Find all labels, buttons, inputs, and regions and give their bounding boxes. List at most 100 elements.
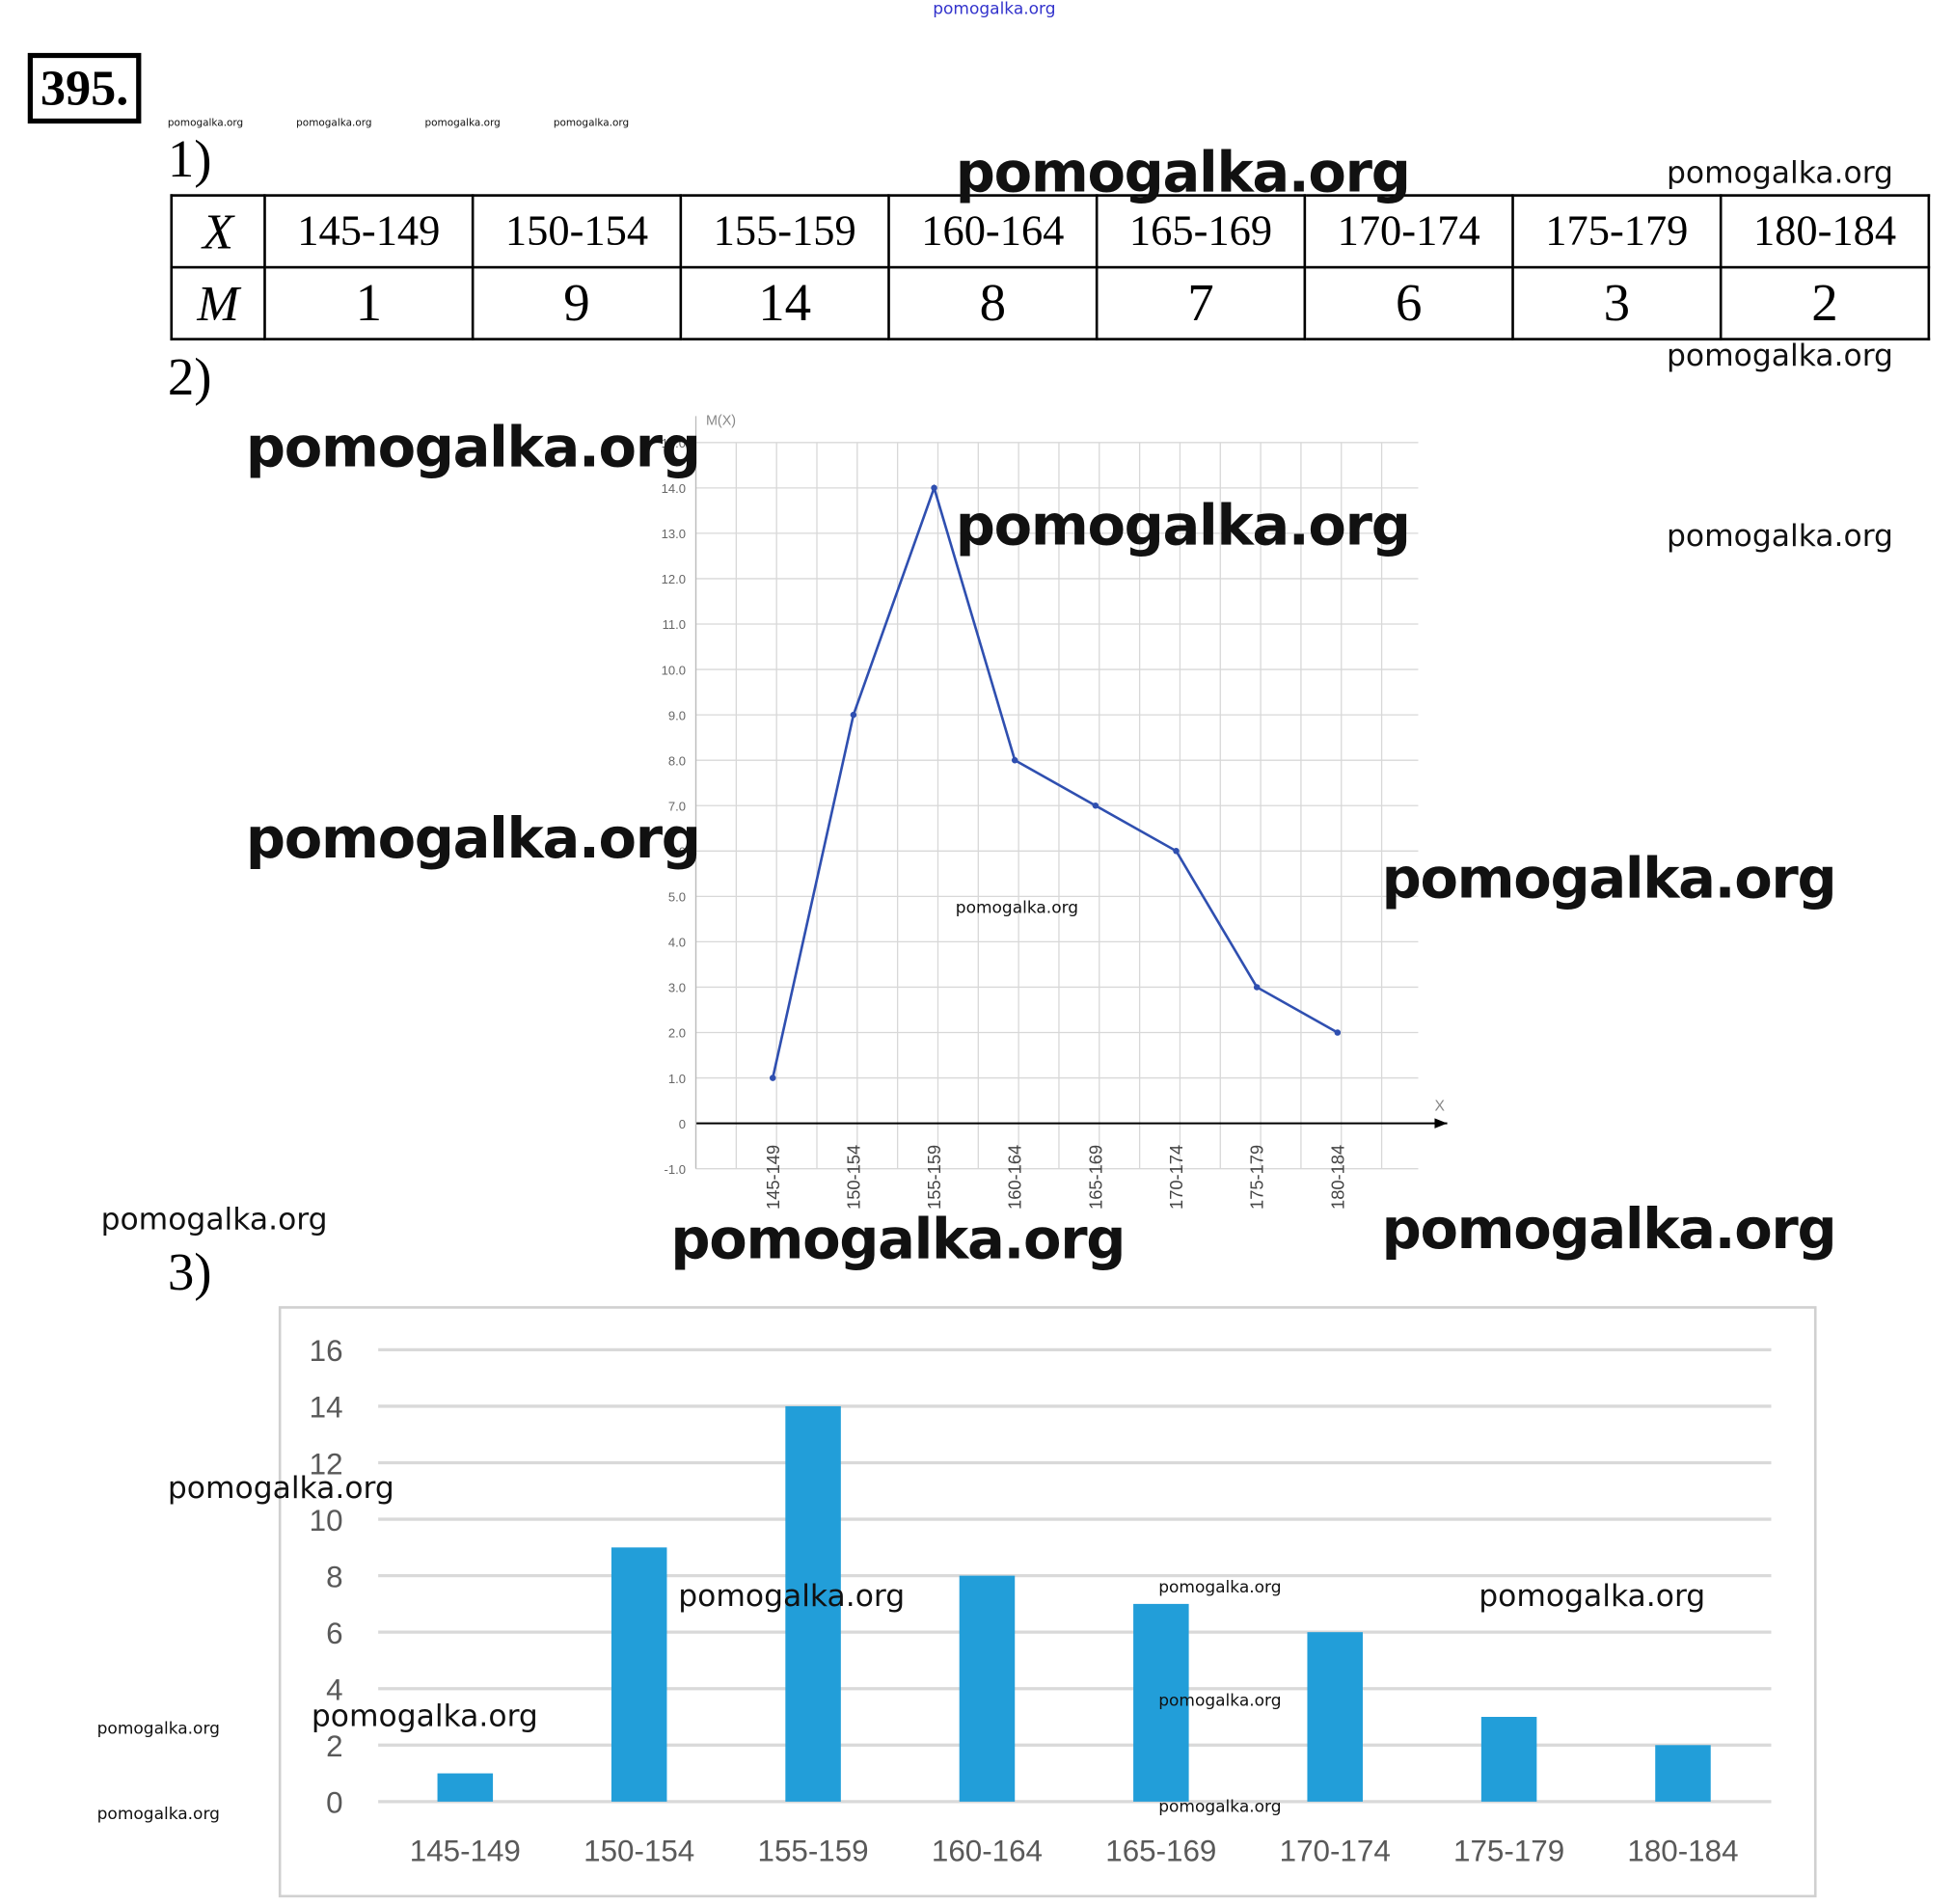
watermark: pomogalka.org [167, 117, 244, 129]
watermark: pomogalka.org [1158, 1578, 1282, 1598]
data-point [850, 711, 857, 719]
x-tick-label: 155-159 [758, 1834, 869, 1867]
watermark: pomogalka.org [1666, 154, 1893, 191]
x-tick-label: 145-149 [410, 1834, 521, 1867]
y-tick-label: 4 [326, 1673, 342, 1706]
table-row-x: X 145-149 150-154 155-159 160-164 165-169 170-… [170, 194, 1931, 269]
y-tick-label: 16 [310, 1334, 343, 1368]
y-tick-label: 8 [326, 1560, 342, 1593]
bar [1133, 1603, 1189, 1802]
count-cell: 9 [471, 265, 683, 340]
count-cell: 1 [263, 265, 475, 340]
watermark: pomogalka.org [1666, 338, 1893, 373]
watermark: pomogalka.org [1381, 1197, 1837, 1263]
watermark: pomogalka.org [1158, 1797, 1282, 1817]
problem-number: 395. [27, 52, 142, 124]
interval-cell: 155-159 [679, 194, 890, 269]
bar [959, 1575, 1016, 1802]
data-point [931, 484, 937, 492]
x-tick-label: 160-164 [932, 1834, 1043, 1867]
count-cell: 8 [887, 265, 1099, 340]
x-tick-label: 165-169 [1105, 1834, 1216, 1867]
data-point [1011, 756, 1018, 764]
y-tick-label: 14.0 [662, 481, 686, 496]
x-tick-label: 150-154 [843, 1145, 863, 1210]
y-tick-label: 2 [326, 1729, 342, 1763]
y-axis-label: M(X) [706, 413, 736, 428]
line-series [771, 483, 1339, 1078]
bar-chart-frame [278, 1306, 1817, 1898]
x-tick-label: 145-149 [763, 1145, 783, 1210]
watermark: pomogalka.org [1381, 847, 1837, 912]
watermark: pomogalka.org [311, 1698, 538, 1734]
watermark: pomogalka.org [245, 416, 701, 481]
y-tick-label: 4.0 [668, 936, 686, 950]
interval-cell: 180-184 [1719, 194, 1931, 269]
x-tick-label: 180-184 [1327, 1145, 1347, 1210]
x-axis-arrow-icon [1434, 1118, 1448, 1129]
y-tick-label: 5.0 [668, 890, 686, 905]
part-label-1: 1) [167, 130, 212, 190]
bar [785, 1405, 841, 1802]
x-tick-label: 175-179 [1453, 1834, 1564, 1867]
data-point [1334, 1029, 1342, 1036]
watermark: pomogalka.org [424, 117, 501, 129]
x-tick-label: 170-174 [1166, 1145, 1186, 1210]
x-tick-label: 150-154 [583, 1834, 694, 1867]
watermark: pomogalka.org [96, 1719, 220, 1739]
row-label-m: M [170, 265, 266, 340]
count-cell: 2 [1719, 265, 1931, 340]
y-tick-label: 6 [326, 1617, 342, 1650]
interval-cell: 160-164 [887, 194, 1099, 269]
y-tick-label: 14 [310, 1391, 343, 1425]
watermark: pomogalka.org [167, 1470, 394, 1506]
y-tick-label: 12.0 [662, 572, 686, 586]
bar [611, 1547, 667, 1802]
watermark: pomogalka.org [955, 898, 1079, 918]
row-label-x: X [170, 194, 266, 269]
y-tick-label: 10.0 [662, 663, 686, 677]
data-point [1173, 848, 1180, 855]
x-tick-label: 165-169 [1085, 1145, 1105, 1210]
y-tick-label: 3.0 [668, 981, 686, 995]
part-label-2: 2) [167, 349, 212, 408]
count-cell: 3 [1511, 265, 1723, 340]
y-tick-label: 8.0 [668, 753, 686, 768]
data-point [1092, 802, 1099, 809]
watermark: pomogalka.org [1479, 1578, 1706, 1615]
y-tick-label: 15.0 [662, 436, 686, 450]
watermark: pomogalka.org [296, 117, 372, 129]
table-row-m: M 1 9 14 8 7 6 3 2 [170, 265, 1931, 340]
y-tick-label: 6.0 [668, 845, 686, 859]
y-tick-label: 1.0 [668, 1072, 686, 1086]
watermark: pomogalka.org [553, 117, 630, 129]
y-tick-label: 12 [310, 1447, 343, 1481]
y-tick-label: -1.0 [665, 1162, 687, 1177]
frequency-table: X 145-149 150-154 155-159 160-164 165-169 170-… [170, 194, 1931, 340]
x-tick-label: 170-174 [1280, 1834, 1391, 1867]
interval-cell: 170-174 [1303, 194, 1514, 269]
data-point [1253, 984, 1261, 991]
count-cell: 14 [679, 265, 890, 340]
count-cell: 6 [1303, 265, 1514, 340]
interval-cell: 145-149 [263, 194, 475, 269]
bar [1307, 1632, 1363, 1802]
watermark: pomogalka.org [100, 1201, 328, 1238]
y-tick-label: 0 [326, 1786, 342, 1820]
y-tick-label: 11.0 [663, 617, 686, 632]
watermark-top: pomogalka.org [933, 0, 1056, 19]
x-tick-label: 180-184 [1627, 1834, 1738, 1867]
part-label-3: 3) [167, 1244, 212, 1303]
watermark: pomogalka.org [96, 1805, 220, 1825]
watermark: pomogalka.org [955, 141, 1411, 206]
interval-cell: 150-154 [471, 194, 683, 269]
y-tick-label: 10 [310, 1504, 343, 1537]
y-tick-label: 7.0 [668, 799, 686, 813]
y-tick-label: 2.0 [668, 1026, 686, 1041]
watermark: pomogalka.org [245, 806, 701, 872]
data-point [769, 1074, 776, 1081]
watermark: pomogalka.org [670, 1208, 1126, 1272]
interval-cell: 165-169 [1095, 194, 1307, 269]
watermark: pomogalka.org [1158, 1692, 1282, 1711]
